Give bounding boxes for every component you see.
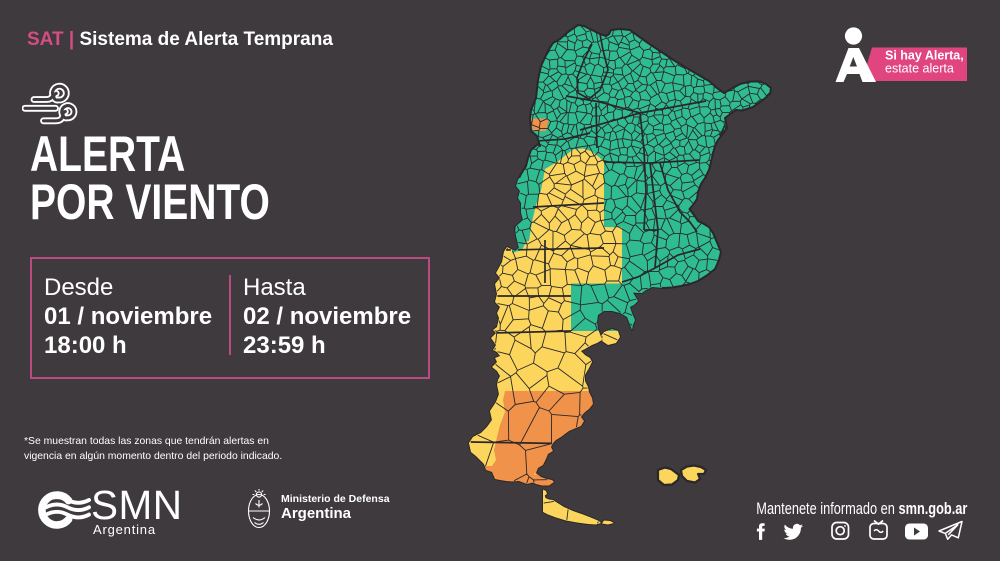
svg-text:estate alerta: estate alerta bbox=[885, 62, 954, 76]
svg-text:Argentina: Argentina bbox=[281, 505, 352, 522]
svg-text:Si hay Alerta,: Si hay Alerta, bbox=[885, 49, 964, 63]
svg-text:Ministerio de Defensa: Ministerio de Defensa bbox=[281, 493, 390, 505]
svg-text:SMN: SMN bbox=[91, 482, 183, 528]
svg-text:Argentina: Argentina bbox=[93, 522, 156, 537]
